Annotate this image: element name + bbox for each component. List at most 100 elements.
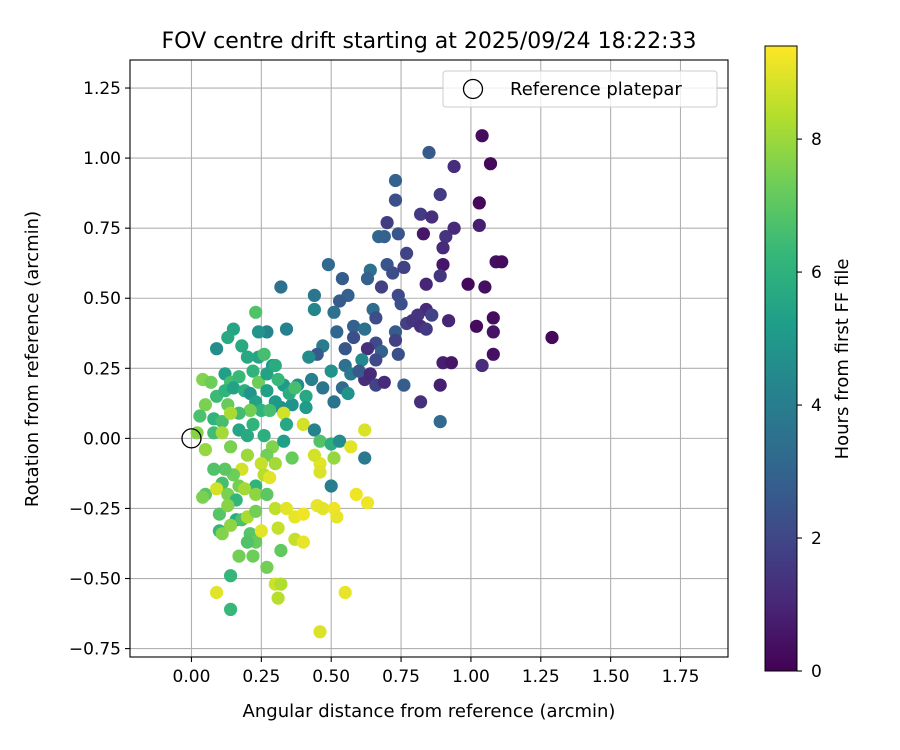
data-point [218, 462, 232, 476]
data-point [391, 227, 405, 241]
data-point [296, 417, 310, 431]
data-point [349, 487, 363, 501]
legend-box [442, 70, 718, 108]
data-point [232, 549, 246, 563]
data-point [439, 230, 453, 244]
data-point [433, 187, 447, 202]
data-point [313, 625, 327, 639]
x-tick-label: 1.50 [592, 667, 630, 687]
y-tick-label: −0.50 [69, 570, 121, 590]
data-point [369, 353, 383, 367]
data-point [486, 325, 500, 339]
data-point [263, 403, 277, 417]
data-point [436, 241, 450, 255]
data-point [341, 386, 355, 401]
data-point [288, 381, 302, 395]
colorbar-tick-label: 6 [811, 263, 822, 283]
reference-layer [181, 428, 202, 449]
data-point [433, 269, 447, 283]
data-point [307, 302, 321, 317]
data-point [257, 347, 271, 361]
data-point [251, 325, 266, 339]
data-point [249, 504, 263, 518]
data-point [369, 311, 383, 325]
legend-marker-reference [462, 78, 484, 100]
y-tick-label: 0.25 [83, 359, 121, 379]
data-point [333, 434, 347, 448]
data-point [330, 325, 344, 339]
data-point [296, 507, 310, 521]
legend: Reference platepar [442, 70, 718, 108]
data-point [327, 305, 341, 319]
data-point [285, 398, 299, 412]
data-point [414, 207, 428, 221]
data-point [204, 375, 218, 389]
data-point [254, 524, 268, 538]
x-tick-label: 1.25 [522, 667, 560, 687]
data-point [495, 255, 509, 269]
data-point [324, 479, 338, 493]
data-point [210, 342, 224, 356]
y-tick-label: 0.50 [83, 289, 121, 309]
data-point [263, 471, 277, 485]
chart-title: FOV centre drift starting at 2025/09/24 … [162, 29, 697, 54]
data-point [296, 535, 310, 549]
data-point [274, 543, 288, 558]
data-point [198, 443, 212, 457]
x-tick-label: 0.75 [382, 667, 420, 687]
data-point [240, 448, 254, 462]
y-tick-label: 1.00 [83, 149, 121, 169]
data-point [363, 367, 377, 381]
data-point [400, 246, 414, 260]
data-point [486, 347, 500, 361]
colorbar-tick-label: 0 [811, 662, 822, 682]
data-point [271, 372, 285, 387]
data-point [472, 196, 486, 210]
axis-ticks: 0.00 0.25 0.50 0.75 1.00 1.25 1.50 1.75 −0.75 −0.… [69, 79, 700, 687]
colorbar-label: Hours from first FF file [832, 259, 853, 460]
data-point [447, 221, 461, 235]
y-axis-label: Rotation from reference (arcmin) [22, 211, 43, 507]
data-point [442, 314, 456, 328]
data-point [447, 159, 461, 174]
colorbar-tick-label: 8 [811, 130, 822, 150]
data-point [386, 266, 400, 280]
data-point [377, 375, 391, 389]
data-point [246, 364, 260, 378]
data-point [478, 280, 492, 294]
data-point [397, 378, 411, 392]
legend-label-reference: Reference platepar [510, 79, 682, 100]
data-point [274, 577, 288, 591]
grid-lines [130, 60, 728, 657]
data-point [196, 490, 210, 504]
data-point [433, 415, 447, 429]
data-point [198, 398, 212, 412]
data-point [305, 372, 319, 387]
data-point [224, 569, 238, 583]
data-point [277, 406, 291, 420]
x-axis-label: Angular distance from reference (arcmin) [243, 701, 616, 722]
data-point [316, 381, 330, 395]
data-point [235, 339, 249, 353]
data-point [444, 356, 458, 370]
data-point [486, 311, 500, 325]
data-point [344, 440, 358, 454]
data-point [414, 395, 428, 409]
data-point [279, 322, 294, 336]
colorbar [764, 45, 798, 672]
data-point [475, 129, 489, 143]
data-point [335, 272, 349, 286]
data-point [240, 429, 254, 443]
data-point [327, 451, 341, 465]
data-point [249, 305, 263, 319]
data-point [469, 319, 484, 333]
data-point [347, 330, 361, 345]
data-point [249, 487, 263, 501]
data-point [240, 350, 254, 364]
data-point [483, 157, 498, 171]
data-point [374, 280, 389, 294]
data-point [352, 364, 366, 378]
data-point [394, 297, 408, 311]
data-point [271, 521, 285, 535]
